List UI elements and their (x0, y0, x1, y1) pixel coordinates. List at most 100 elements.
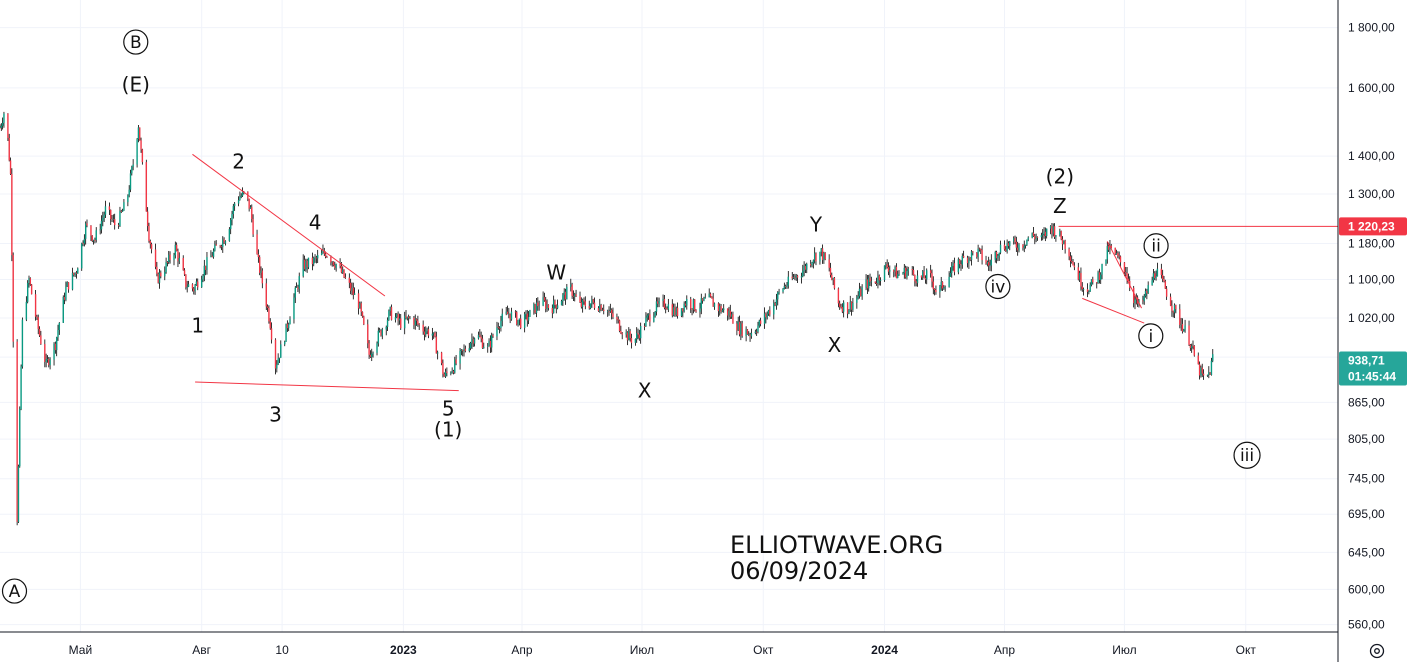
candle-body (435, 336, 438, 354)
candle-body (831, 274, 833, 281)
candle-body (584, 301, 586, 307)
candle-body (1210, 360, 1213, 375)
candle-body (730, 314, 733, 317)
candle-body (112, 219, 115, 220)
candle-body (603, 309, 605, 312)
wave-label: A (9, 582, 21, 602)
candle-body (489, 340, 492, 348)
candle-body (796, 275, 799, 278)
candle-body (1125, 272, 1127, 274)
candle-body (904, 267, 907, 278)
candle-body (204, 265, 207, 270)
candle-body (108, 206, 111, 210)
candles (0, 111, 1214, 526)
candle-body (885, 264, 887, 266)
candle-body (940, 281, 942, 286)
candle-body (554, 300, 556, 305)
candle-body (446, 371, 448, 374)
watermark-date: 06/09/2024 (730, 557, 868, 585)
candle-body (469, 343, 472, 349)
candle-body (1088, 291, 1090, 293)
wave-label-circle (985, 273, 1011, 300)
candle-body (894, 266, 896, 272)
candle-body (533, 303, 535, 311)
candle-body (589, 303, 592, 309)
candle-body (944, 286, 946, 288)
candle-body (148, 226, 150, 242)
candle-body (417, 320, 419, 325)
candle-body (966, 257, 969, 264)
candle-body (738, 321, 741, 335)
candle-body (523, 314, 526, 328)
candle-body (1081, 286, 1083, 290)
candle-body (311, 257, 314, 265)
candle-body (1190, 345, 1193, 348)
candle-body (371, 353, 373, 357)
candle-body (277, 358, 279, 365)
candle-body (746, 329, 749, 335)
candle-body (388, 310, 390, 320)
candle-body (95, 230, 97, 241)
candle-body (1202, 373, 1205, 376)
wave-label: (2) (1046, 165, 1074, 189)
candle-body (763, 313, 766, 324)
candle-body (1097, 272, 1099, 284)
candle-body (775, 299, 778, 306)
candle-body (92, 239, 95, 241)
candle-body (712, 298, 714, 307)
wave-label: iv (990, 277, 1005, 297)
candle-body (608, 310, 610, 312)
candle-body (214, 244, 216, 251)
candle-body (1134, 299, 1136, 304)
candle-body (952, 263, 954, 266)
candle-body (194, 285, 196, 292)
candle-body (931, 273, 933, 282)
candle-body (583, 299, 585, 302)
candle-body (546, 304, 548, 309)
candle-body (591, 299, 593, 304)
candle-body (792, 277, 795, 279)
candle-body (692, 299, 695, 310)
settings-button[interactable] (1369, 643, 1385, 659)
candle-body (9, 160, 12, 174)
candle-body (555, 304, 557, 309)
x-tick-label: Окт (1236, 643, 1257, 657)
candle-body (154, 249, 157, 267)
candle-body (628, 331, 630, 341)
candle-body (829, 267, 832, 275)
candle-body (156, 266, 158, 274)
candle-body (390, 307, 393, 320)
candle-body (865, 279, 867, 288)
candle-body (643, 325, 646, 327)
candle-body (849, 301, 851, 310)
candle-body (1164, 281, 1167, 289)
candle-body (1016, 247, 1019, 251)
candle-body (278, 357, 281, 359)
candle-body (1146, 291, 1148, 294)
candle-body (38, 328, 41, 336)
candle-body (223, 239, 225, 244)
candle-body (1161, 274, 1164, 280)
candle-body (711, 296, 713, 299)
candle-body (999, 244, 1002, 253)
candle-body (158, 272, 161, 283)
wave-label: i (1148, 327, 1153, 347)
candle-body (1026, 239, 1028, 245)
candle-body (367, 324, 369, 344)
candle-body (326, 256, 328, 258)
candle-body (202, 275, 204, 280)
wave-label: 3 (269, 402, 282, 426)
candle-body (30, 284, 33, 295)
candle-body (810, 263, 812, 266)
candle-body (889, 269, 891, 272)
candle-body (54, 343, 57, 351)
candle-body (580, 302, 583, 307)
y-tick-label: 645,00 (1348, 545, 1385, 559)
candle-body (517, 319, 519, 325)
candle-body (498, 327, 501, 329)
candle-body (958, 259, 961, 265)
candle-body (330, 257, 332, 263)
candle-body (229, 219, 232, 230)
